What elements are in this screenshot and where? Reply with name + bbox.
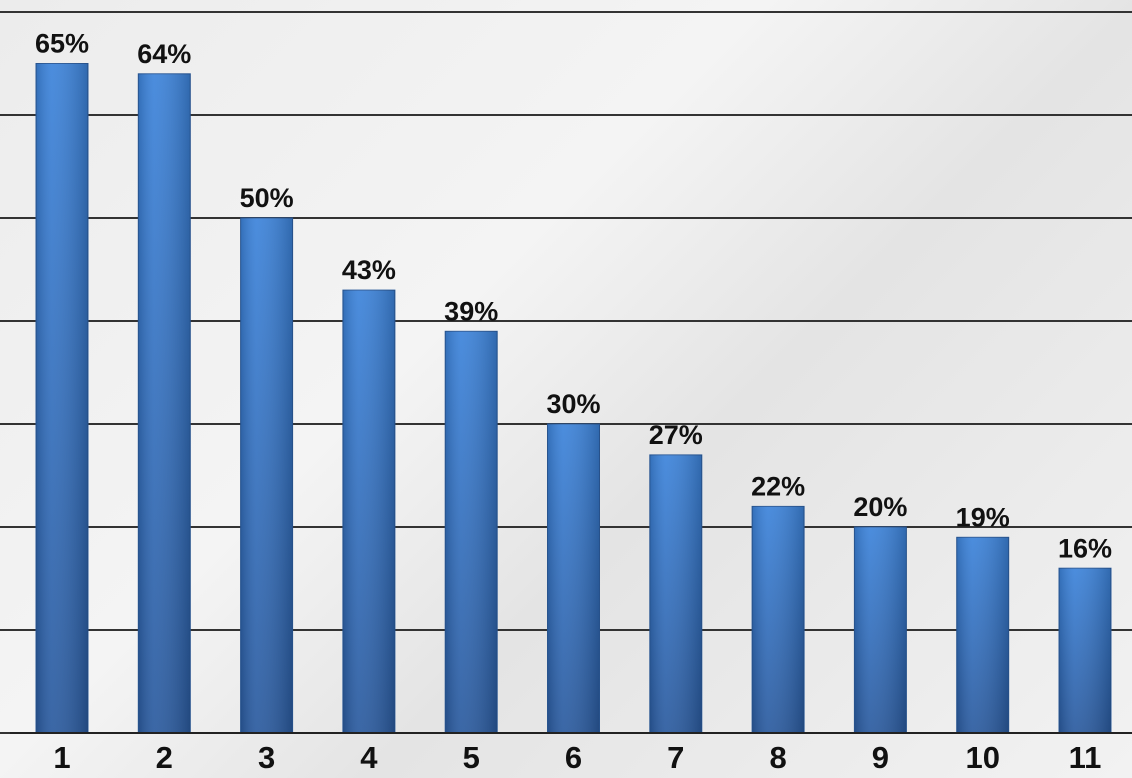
value-label: 20%	[853, 492, 907, 522]
value-label: 22%	[751, 472, 805, 502]
x-tick-label: 8	[769, 740, 786, 775]
bar-shade	[1059, 568, 1111, 733]
bar-shade	[649, 454, 702, 733]
bar-shade	[342, 290, 395, 733]
bar-group	[649, 454, 703, 734]
bar-group	[342, 289, 396, 734]
bar-group	[35, 63, 89, 734]
value-label: 43%	[342, 255, 396, 285]
bar-group	[956, 536, 1010, 734]
value-label: 16%	[1058, 533, 1112, 563]
value-label: 65%	[35, 29, 89, 59]
bar-group	[853, 526, 907, 734]
x-tick-label: 3	[258, 740, 275, 775]
bar-shade	[752, 506, 805, 733]
bar-shade	[547, 424, 600, 733]
bar-group	[444, 330, 498, 734]
bar-group	[547, 423, 600, 734]
bar-shade	[854, 527, 907, 733]
bar-shade	[36, 63, 88, 733]
bar-shade	[138, 73, 191, 734]
x-tick-label: 2	[156, 740, 173, 775]
value-label: 19%	[956, 502, 1010, 532]
x-tick-label: 7	[667, 740, 684, 775]
x-tick-label: 5	[463, 740, 480, 775]
value-label: 64%	[137, 39, 191, 69]
bar-group	[751, 505, 805, 734]
value-label: 27%	[649, 420, 703, 450]
bar-shade	[445, 331, 498, 733]
x-tick-label: 10	[965, 740, 999, 775]
x-tick-label: 4	[360, 740, 378, 775]
x-tick-label: 1	[53, 740, 70, 775]
value-label: 39%	[444, 296, 498, 326]
value-label: 30%	[546, 389, 600, 419]
bar-shade	[956, 537, 1009, 733]
x-tick-label: 6	[565, 740, 582, 775]
bar-group	[240, 217, 294, 734]
bar-shade	[240, 218, 293, 733]
bar-group	[137, 73, 191, 734]
bar-group	[1058, 567, 1112, 734]
x-tick-label: 9	[872, 740, 889, 775]
x-tick-label: 11	[1069, 740, 1102, 775]
value-label: 50%	[240, 183, 294, 213]
